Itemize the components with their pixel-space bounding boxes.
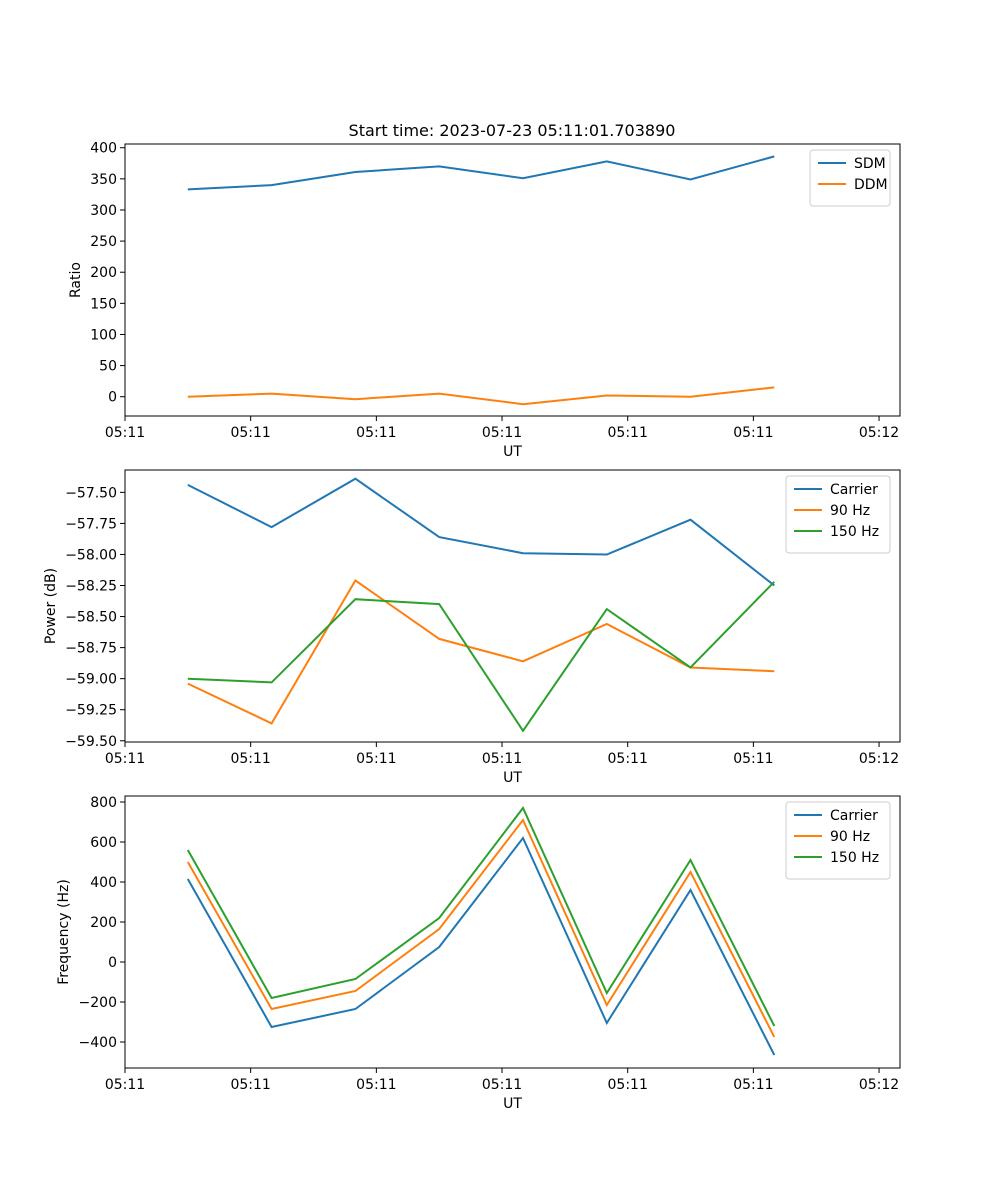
legend: SDM DDM (809, 149, 891, 207)
x-tick-label: 05:12 (859, 1077, 899, 1093)
y-tick-label: −58.75 (65, 641, 117, 657)
x-tick-label: 05:11 (482, 751, 522, 767)
x-tick-label: 05:11 (356, 1077, 396, 1093)
legend-label: Carrier (830, 482, 878, 498)
x-tick-label: 05:11 (105, 1077, 145, 1093)
y-tick-label: 400 (90, 875, 117, 891)
y-axis-label: Power (dB) (43, 568, 59, 644)
x-tick-label: 05:11 (230, 751, 270, 767)
y-tick-label: −58.00 (65, 547, 117, 563)
y-tick-label: −400 (79, 1035, 117, 1051)
legend-label: 150 Hz (830, 850, 879, 866)
legend: Carrier 90 Hz 150 Hz (785, 801, 891, 880)
series-line-150-hz (186, 806, 776, 1027)
x-tick-label: 05:11 (105, 425, 145, 441)
legend-label: 90 Hz (830, 503, 870, 519)
y-tick-label: 100 (90, 327, 117, 343)
y-tick-label: −58.50 (65, 610, 117, 626)
series-line-90-hz (186, 818, 776, 1038)
legend: Carrier 90 Hz 150 Hz (785, 475, 891, 554)
chart-panel-2: 05:11 05:11 05:11 05:11 05:11 05:11 05:12 −57.5… (43, 469, 901, 786)
x-tick-label: 05:11 (733, 1077, 773, 1093)
y-tick-label: −57.75 (65, 516, 117, 532)
x-axis-label: UT (503, 444, 522, 460)
legend-box (785, 801, 891, 880)
y-tick-label: 250 (90, 234, 117, 250)
y-tick-label: −200 (79, 995, 117, 1011)
legend-box (785, 475, 891, 554)
series-line-ddm (187, 386, 775, 406)
legend-label: 150 Hz (830, 524, 879, 540)
plot-frame (124, 795, 901, 1069)
x-tick-label: 05:11 (230, 425, 270, 441)
y-tick-label: 200 (90, 265, 117, 281)
charts-container: 05:11 05:11 05:11 05:11 05:11 05:11 05:12 0 50 10… (43, 141, 901, 1112)
plot-frame (124, 469, 901, 743)
x-tick-label: 05:11 (105, 751, 145, 767)
plot-frame (124, 143, 901, 417)
x-tick-label: 05:12 (859, 751, 899, 767)
series-line-sdm (187, 155, 775, 191)
x-tick-label: 05:11 (230, 1077, 270, 1093)
y-tick-label: 150 (90, 296, 117, 312)
x-tick-label: 05:11 (733, 425, 773, 441)
y-tick-label: −57.50 (65, 485, 117, 501)
y-tick-label: 400 (90, 141, 117, 157)
chart-panel-3: 05:11 05:11 05:11 05:11 05:11 05:11 05:12 800 60… (56, 795, 901, 1112)
y-tick-label: −58.25 (65, 579, 117, 595)
series-line-carrier (186, 836, 776, 1056)
y-tick-label: −59.50 (65, 734, 117, 750)
series-line-90-hz (187, 579, 775, 725)
x-axis-label: UT (503, 770, 522, 786)
series-line-carrier (187, 477, 775, 587)
legend-label: Carrier (830, 808, 878, 824)
legend-label: DDM (854, 177, 888, 193)
x-tick-label: 05:11 (608, 751, 648, 767)
x-tick-label: 05:11 (733, 751, 773, 767)
y-tick-label: 50 (99, 359, 117, 375)
x-tick-label: 05:12 (859, 425, 899, 441)
y-axis-label: Frequency (Hz) (56, 879, 72, 985)
y-tick-label: 0 (108, 390, 117, 406)
figure-title: Start time: 2023-07-23 05:11:01.703890 (349, 121, 676, 140)
y-axis-label: Ratio (68, 262, 84, 298)
chart-panel-1: 05:11 05:11 05:11 05:11 05:11 05:11 05:12 0 50 10… (68, 141, 901, 460)
x-tick-label: 05:11 (482, 1077, 522, 1093)
legend-label: SDM (854, 156, 886, 172)
series-line-150-hz (187, 581, 776, 733)
y-tick-label: 0 (108, 955, 117, 971)
x-tick-label: 05:11 (356, 425, 396, 441)
y-tick-label: 350 (90, 172, 117, 188)
x-tick-label: 05:11 (482, 425, 522, 441)
y-tick-label: 300 (90, 203, 117, 219)
legend-label: 90 Hz (830, 829, 870, 845)
y-tick-label: 200 (90, 915, 117, 931)
x-tick-label: 05:11 (356, 751, 396, 767)
x-tick-label: 05:11 (608, 425, 648, 441)
y-tick-label: −59.00 (65, 672, 117, 688)
x-tick-label: 05:11 (608, 1077, 648, 1093)
y-tick-label: 600 (90, 835, 117, 851)
y-tick-label: 800 (90, 795, 117, 811)
y-tick-label: −59.25 (65, 703, 117, 719)
x-axis-label: UT (503, 1096, 522, 1112)
